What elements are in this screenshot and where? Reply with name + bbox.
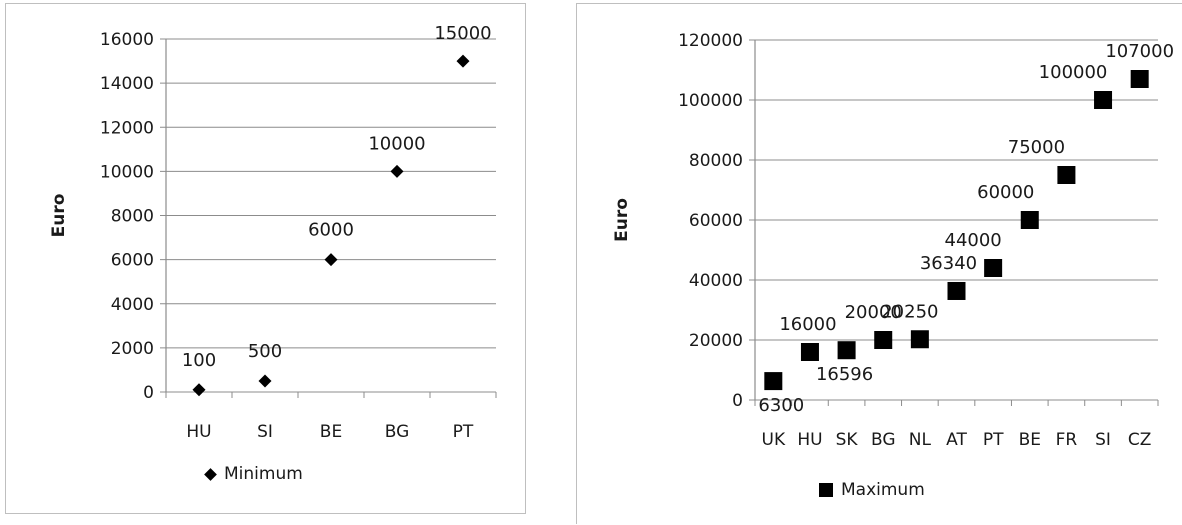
data-label: 6000 [308, 220, 354, 241]
data-label: 107000 [1105, 41, 1174, 62]
square-marker [1057, 166, 1076, 184]
maximum-chart-plot: 0 20000 40000 60000 80000 100000 120000 UK HU SK B… [612, 31, 1174, 450]
square-marker [764, 372, 783, 391]
square-marker [910, 330, 929, 349]
y-tick-label: 12000 [100, 118, 154, 138]
maximum-chart-panel: 0 20000 40000 60000 80000 100000 120000 UK HU SK B… [576, 3, 1182, 524]
x-tick-label: NL [909, 430, 932, 450]
y-tick-label: 0 [732, 391, 743, 411]
y-tick-label: 40000 [689, 271, 743, 291]
square-marker [837, 341, 856, 360]
data-label: 10000 [368, 133, 425, 154]
data-label: 20250 [881, 301, 938, 322]
square-legend-icon [819, 483, 833, 497]
square-marker [1094, 91, 1113, 109]
x-tick-label: BE [320, 422, 342, 442]
data-label: 6300 [758, 395, 804, 416]
x-tick-label: BG [385, 422, 410, 442]
data-label: 60000 [977, 182, 1034, 203]
y-tick-label: 8000 [111, 207, 154, 227]
diamond-marker [456, 54, 470, 68]
legend-maximum-label: Maximum [841, 480, 925, 500]
minimum-chart-panel: 0 2000 4000 6000 8000 10000 12000 14000 16000 HU S… [5, 3, 526, 514]
data-label: 44000 [945, 230, 1002, 251]
y-tick-label: 2000 [111, 339, 154, 359]
data-label: 100 [182, 350, 216, 371]
square-marker [800, 343, 819, 361]
legend-minimum-label: Minimum [224, 464, 303, 484]
data-label: 16000 [779, 314, 836, 335]
x-tick-label: UK [762, 430, 786, 450]
x-tick-label: PT [453, 422, 474, 442]
square-marker [947, 281, 966, 300]
data-label: 16596 [816, 364, 873, 385]
x-tick-label: SK [836, 430, 859, 450]
y-tick-label: 80000 [689, 151, 743, 171]
y-axis-title: Euro [612, 198, 632, 242]
y-tick-label: 60000 [689, 211, 743, 231]
data-label: 500 [248, 341, 282, 362]
legend-maximum: Maximum [819, 480, 925, 500]
y-tick-label: 14000 [100, 74, 154, 94]
x-tick-label: CZ [1128, 430, 1152, 450]
square-marker [874, 331, 893, 349]
x-tick-label: AT [946, 430, 967, 450]
minimum-chart-plot: 0 2000 4000 6000 8000 10000 12000 14000 16000 HU S… [49, 23, 497, 442]
diamond-marker [258, 374, 272, 388]
diamond-legend-icon [204, 467, 217, 481]
x-tick-label: FR [1056, 430, 1078, 450]
x-tick-label: SI [1095, 430, 1111, 450]
y-axis-title: Euro [49, 194, 69, 238]
x-tick-label: BG [871, 430, 896, 450]
x-tick-label: HU [797, 430, 822, 450]
y-tick-label: 120000 [678, 31, 743, 51]
y-tick-label: 6000 [111, 251, 154, 271]
square-marker [1130, 70, 1149, 88]
data-label: 100000 [1039, 62, 1108, 83]
legend-minimum: Minimum [204, 464, 303, 484]
data-label: 36340 [920, 253, 977, 274]
y-tick-label: 20000 [689, 331, 743, 351]
y-tick-label: 4000 [111, 295, 154, 315]
diamond-marker [390, 164, 404, 178]
x-tick-label: HU [186, 422, 211, 442]
x-tick-label: BE [1019, 430, 1041, 450]
y-tick-label: 10000 [100, 162, 154, 182]
y-tick-label: 100000 [678, 91, 743, 111]
y-tick-label: 16000 [100, 30, 154, 50]
square-marker [984, 259, 1003, 277]
y-tick-label: 0 [143, 383, 154, 403]
x-tick-label: SI [257, 422, 273, 442]
data-label: 20000 [845, 302, 902, 323]
diamond-marker [192, 383, 206, 397]
square-marker [1020, 211, 1039, 229]
diamond-marker [324, 253, 338, 267]
x-tick-label: PT [983, 430, 1004, 450]
data-label: 75000 [1008, 137, 1065, 158]
data-label: 15000 [434, 23, 491, 44]
